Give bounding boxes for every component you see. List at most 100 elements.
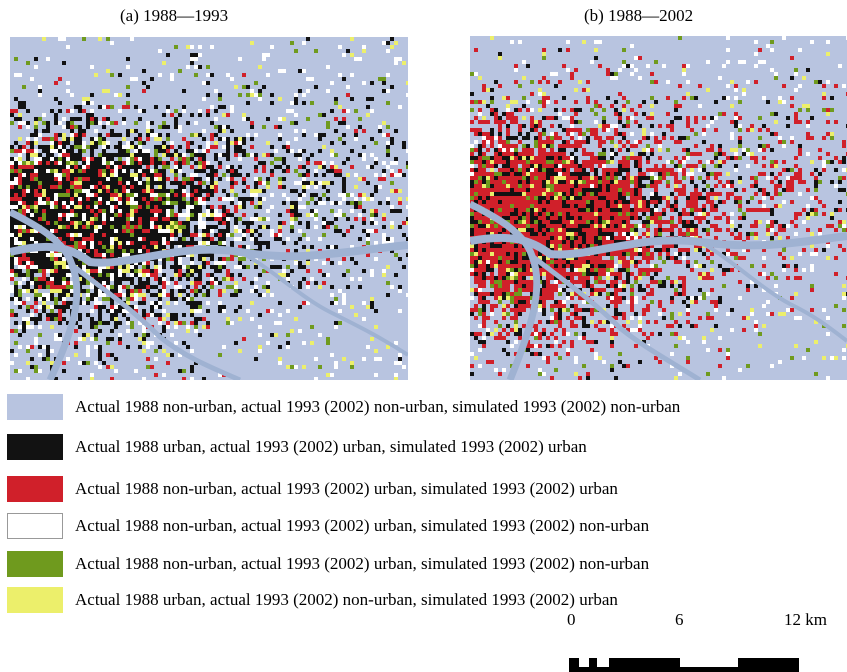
landcover-cell [98,229,102,233]
landcover-cell [154,265,158,269]
landcover-cell [558,180,562,184]
landcover-cell [742,188,746,192]
landcover-cell [666,112,670,116]
landcover-cell [554,168,558,172]
landcover-cell [554,200,558,204]
landcover-cell [258,349,262,353]
landcover-cell [206,197,210,201]
landcover-cell [550,124,554,128]
landcover-cell [806,212,810,216]
landcover-cell [810,212,814,216]
landcover-cell [514,168,518,172]
landcover-cell [142,273,146,277]
landcover-cell [150,129,154,133]
landcover-cell [578,132,582,136]
landcover-cell [830,160,834,164]
landcover-cell [154,209,158,213]
landcover-cell [246,245,250,249]
landcover-cell [118,321,122,325]
landcover-cell [58,177,62,181]
landcover-cell [702,164,706,168]
landcover-cell [794,212,798,216]
landcover-cell [78,265,82,269]
landcover-cell [666,172,670,176]
landcover-cell [146,121,150,125]
landcover-cell [10,217,14,221]
landcover-cell [38,209,42,213]
landcover-cell [538,148,542,152]
landcover-cell [154,249,158,253]
landcover-cell [154,357,158,361]
landcover-cell [578,216,582,220]
landcover-cell [326,221,330,225]
landcover-cell [58,293,62,297]
landcover-cell [10,221,14,225]
landcover-cell [362,229,366,233]
landcover-cell [74,353,78,357]
landcover-cell [14,73,18,77]
landcover-cell [94,189,98,193]
landcover-cell [590,176,594,180]
landcover-cell [550,184,554,188]
landcover-cell [194,285,198,289]
landcover-cell [674,180,678,184]
landcover-cell [138,197,142,201]
landcover-cell [18,305,22,309]
landcover-cell [682,188,686,192]
landcover-cell [354,57,358,61]
landcover-cell [154,145,158,149]
landcover-cell [178,205,182,209]
landcover-cell [182,289,186,293]
landcover-cell [134,229,138,233]
landcover-cell [110,197,114,201]
landcover-cell [194,289,198,293]
landcover-cell [754,64,758,68]
landcover-cell [78,149,82,153]
landcover-cell [122,253,126,257]
landcover-cell [534,216,538,220]
landcover-cell [578,172,582,176]
landcover-cell [242,197,246,201]
landcover-cell [82,101,86,105]
landcover-cell [42,305,46,309]
landcover-cell [222,197,226,201]
landcover-cell [34,197,38,201]
landcover-cell [34,189,38,193]
landcover-cell [610,104,614,108]
landcover-cell [770,132,774,136]
landcover-cell [150,293,154,297]
landcover-cell [794,164,798,168]
landcover-cell [138,169,142,173]
landcover-cell [158,297,162,301]
landcover-cell [262,285,266,289]
landcover-cell [518,208,522,212]
landcover-cell [194,213,198,217]
landcover-cell [498,172,502,176]
landcover-cell [610,152,614,156]
landcover-cell [114,161,118,165]
landcover-cell [506,212,510,216]
landcover-cell [186,141,190,145]
landcover-cell [474,100,478,104]
landcover-cell [46,217,50,221]
landcover-cell [558,216,562,220]
landcover-cell [758,116,762,120]
landcover-cell [190,157,194,161]
landcover-cell [182,193,186,197]
landcover-cell [54,261,58,265]
landcover-cell [90,149,94,153]
landcover-cell [562,220,566,224]
landcover-cell [518,108,522,112]
landcover-cell [22,189,26,193]
landcover-cell [662,196,666,200]
landcover-cell [70,157,74,161]
landcover-cell [62,201,66,205]
landcover-cell [110,377,114,380]
landcover-cell [634,208,638,212]
landcover-cell [114,233,118,237]
landcover-cell [682,184,686,188]
landcover-cell [134,205,138,209]
landcover-cell [750,128,754,132]
landcover-cell [18,221,22,225]
landcover-cell [154,233,158,237]
